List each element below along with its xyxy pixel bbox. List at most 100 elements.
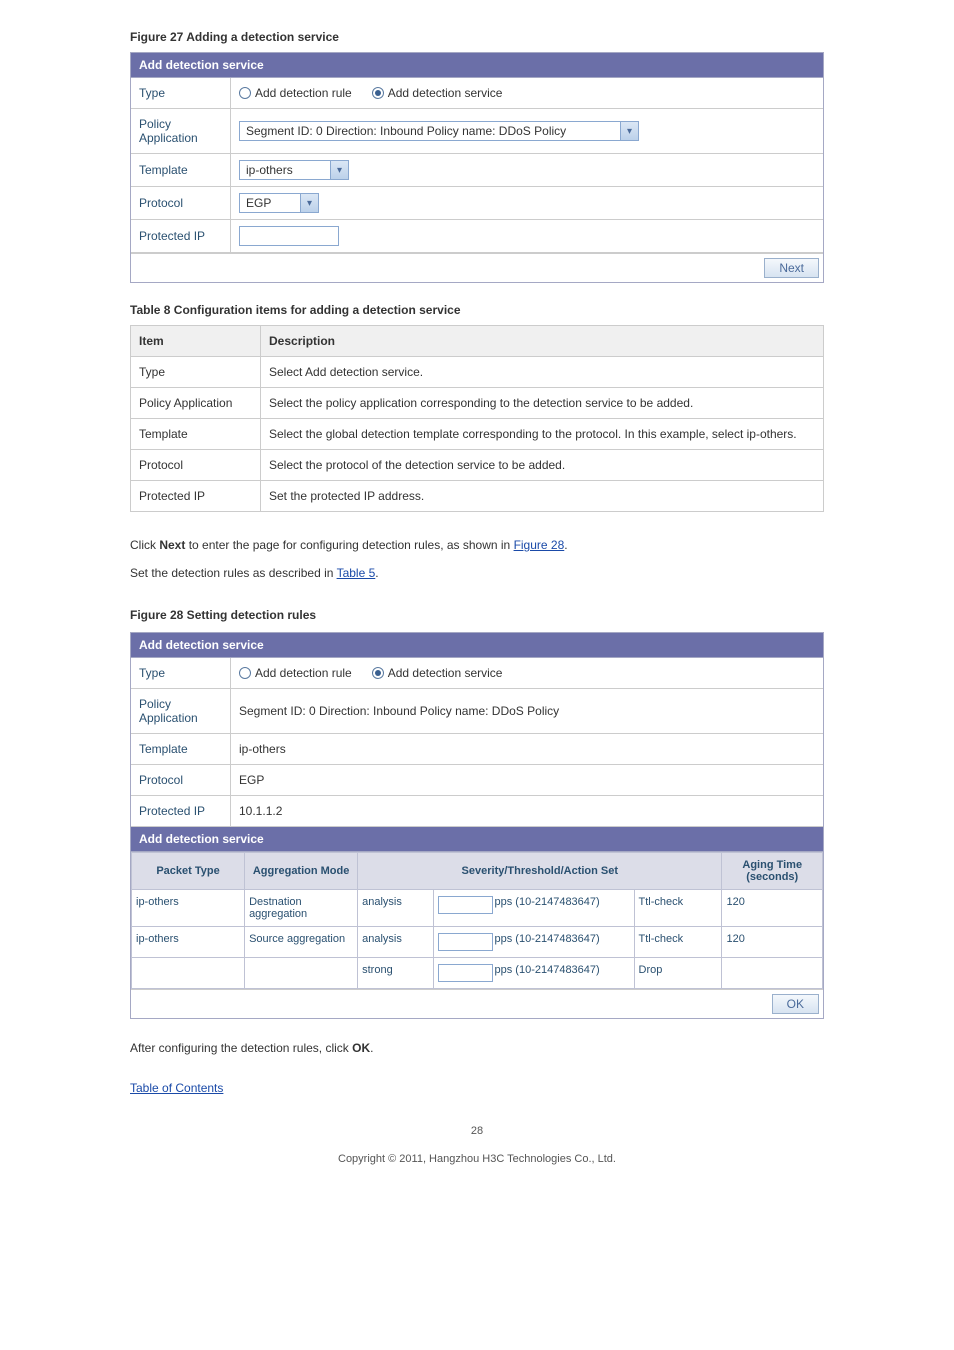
cell-sev: analysis bbox=[358, 927, 433, 958]
ok-button[interactable]: OK bbox=[772, 994, 819, 1014]
fig27-protocol-value: EGP bbox=[240, 196, 300, 210]
fig28-protocol-label: Protocol bbox=[131, 765, 231, 795]
fig27-policy-select[interactable]: Segment ID: 0 Direction: Inbound Policy … bbox=[239, 121, 639, 141]
fa: After configuring the detection rules, c… bbox=[130, 1041, 352, 1055]
pps-note: pps (10-2147483647) bbox=[495, 964, 600, 977]
t2a: Set the detection rules as described in bbox=[130, 566, 337, 580]
grid-row: strong pps (10-2147483647) Drop bbox=[132, 958, 823, 989]
fig28-protocol-value: EGP bbox=[231, 765, 823, 795]
cell-item: Protected IP bbox=[131, 481, 261, 512]
fig27-panel-title: Add detection service bbox=[131, 53, 823, 78]
cell-item: Policy Application bbox=[131, 388, 261, 419]
pps-note: pps (10-2147483647) bbox=[495, 896, 600, 909]
cell-desc: Set the protected IP address. bbox=[261, 481, 824, 512]
fig28-radio-service[interactable]: Add detection service bbox=[372, 666, 503, 680]
figure27-label: Figure 27 Adding a detection service bbox=[130, 30, 824, 44]
fig28-protected-value: 10.1.1.2 bbox=[231, 796, 823, 826]
th-desc: Description bbox=[261, 326, 824, 357]
r2: Add detection service bbox=[388, 666, 503, 680]
footµtext: After configuring the detection rules, c… bbox=[130, 1039, 824, 1057]
cell-age: 120 bbox=[722, 890, 823, 927]
table-row: Policy ApplicationSelect the policy appl… bbox=[131, 388, 824, 419]
cell-act: Ttl-check bbox=[634, 890, 722, 927]
fig28-panel: Add detection service Type Add detection… bbox=[130, 632, 824, 1019]
fig27-protocol-label: Protocol bbox=[131, 187, 231, 219]
fig27-protocol-select[interactable]: EGP ▾ bbox=[239, 193, 319, 213]
cell-desc: Select the policy application correspond… bbox=[261, 388, 824, 419]
chevron-down-icon: ▾ bbox=[300, 194, 318, 212]
chevron-down-icon: ▾ bbox=[620, 122, 638, 140]
r1: Add detection rule bbox=[255, 666, 352, 680]
next-button[interactable]: Next bbox=[764, 258, 819, 278]
cell-pps: pps (10-2147483647) bbox=[433, 890, 634, 927]
fig28-type-label: Type bbox=[131, 658, 231, 688]
cell-item: Type bbox=[131, 357, 261, 388]
gh-sev: Severity/Threshold/Action Set bbox=[358, 853, 722, 890]
detection-grid: Packet Type Aggregation Mode Severity/Th… bbox=[131, 852, 823, 989]
cell-pkt: ip-others bbox=[132, 890, 245, 927]
cell-desc: Select the global detection template cor… bbox=[261, 419, 824, 450]
t1d: . bbox=[564, 538, 567, 552]
pps-note: pps (10-2147483647) bbox=[495, 933, 600, 946]
fig27-template-value: ip-others bbox=[240, 163, 330, 177]
radio-rule-text: Add detection rule bbox=[255, 86, 352, 100]
th-item: Item bbox=[131, 326, 261, 357]
copyright: Copyright © 2011, Hangzhou H3C Technolog… bbox=[130, 1153, 824, 1165]
fig27-radio-service[interactable]: Add detection service bbox=[372, 86, 503, 100]
cell-pkt bbox=[132, 958, 245, 989]
cell-desc: Select Add detection service. bbox=[261, 357, 824, 388]
fig28-radio-rule[interactable]: Add detection rule bbox=[239, 666, 352, 680]
gh-pkt: Packet Type bbox=[132, 853, 245, 890]
fig27-template-label: Template bbox=[131, 154, 231, 186]
fig27-policy-label: Policy Application bbox=[131, 109, 231, 153]
fig27-protected-label: Protected IP bbox=[131, 220, 231, 252]
cell-agg bbox=[245, 958, 358, 989]
cell-act: Drop bbox=[634, 958, 722, 989]
t2b: . bbox=[375, 566, 378, 580]
pps-input[interactable] bbox=[438, 933, 493, 951]
fig28-policy-label: Policy Application bbox=[131, 689, 231, 733]
cell-sev: strong bbox=[358, 958, 433, 989]
t1a: Click bbox=[130, 538, 159, 552]
grid-row: ip-othersSource aggregationanalysispps (… bbox=[132, 927, 823, 958]
fig27-radio-rule[interactable]: Add detection rule bbox=[239, 86, 352, 100]
fig28-policy-value: Segment ID: 0 Direction: Inbound Policy … bbox=[231, 689, 823, 733]
table-row: TypeSelect Add detection service. bbox=[131, 357, 824, 388]
pps-input[interactable] bbox=[438, 896, 493, 914]
cell-desc: Select the protocol of the detection ser… bbox=[261, 450, 824, 481]
midtext-2: Set the detection rules as described in … bbox=[130, 564, 824, 582]
gh-agg: Aggregation Mode bbox=[245, 853, 358, 890]
toc-link[interactable]: Table of Contents bbox=[130, 1081, 223, 1095]
cell-pkt: ip-others bbox=[132, 927, 245, 958]
pps-input[interactable] bbox=[438, 964, 493, 982]
cell-pps: pps (10-2147483647) bbox=[433, 927, 634, 958]
fb: OK bbox=[352, 1041, 370, 1055]
figure28-label: Figure 28 Setting detection rules bbox=[130, 608, 824, 622]
cell-age: 120 bbox=[722, 927, 823, 958]
fig27-panel: Add detection service Type Add detection… bbox=[130, 52, 824, 283]
config-table: Item Description TypeSelect Add detectio… bbox=[130, 325, 824, 512]
cell-agg: Destnation aggregation bbox=[245, 890, 358, 927]
cell-act: Ttl-check bbox=[634, 927, 722, 958]
gh-age: Aging Time (seconds) bbox=[722, 853, 823, 890]
fig28-panel-title: Add detection service bbox=[131, 633, 823, 658]
table5-link[interactable]: Table 5 bbox=[337, 566, 376, 580]
fig28-sub-title: Add detection service bbox=[131, 827, 823, 852]
cell-pps: pps (10-2147483647) bbox=[433, 958, 634, 989]
radio-service-text: Add detection service bbox=[388, 86, 503, 100]
fig27-template-select[interactable]: ip-others ▾ bbox=[239, 160, 349, 180]
cell-age bbox=[722, 958, 823, 989]
cell-item: Template bbox=[131, 419, 261, 450]
fig27-protected-input[interactable] bbox=[239, 226, 339, 246]
cell-sev: analysis bbox=[358, 890, 433, 927]
fig27-type-label: Type bbox=[131, 78, 231, 108]
fc: . bbox=[370, 1041, 373, 1055]
figure28-link[interactable]: Figure 28 bbox=[514, 538, 565, 552]
fig28-protected-label: Protected IP bbox=[131, 796, 231, 826]
t1c: to enter the page for configuring detect… bbox=[185, 538, 513, 552]
grid-row: ip-othersDestnation aggregationanalysis p… bbox=[132, 890, 823, 927]
page-number: 28 bbox=[130, 1125, 824, 1137]
t1b: Next bbox=[159, 538, 185, 552]
cell-item: Protocol bbox=[131, 450, 261, 481]
table-row: TemplateSelect the global detection temp… bbox=[131, 419, 824, 450]
